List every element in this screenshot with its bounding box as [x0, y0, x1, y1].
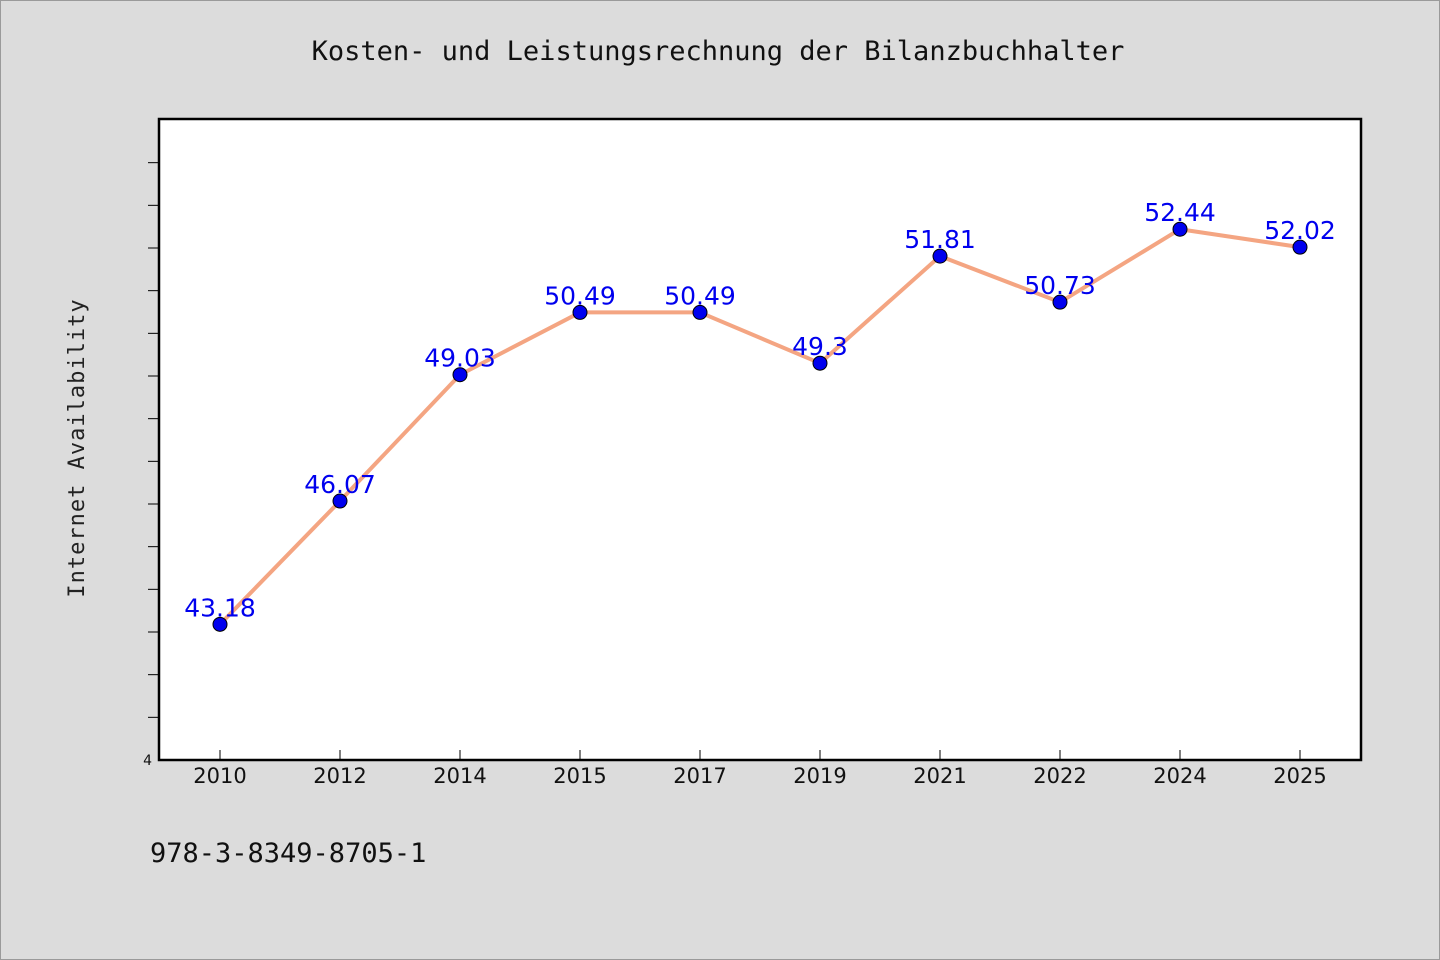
y-tick-label: 4	[143, 753, 152, 769]
x-tick-label: 2024	[1153, 764, 1206, 788]
series-line-layer	[218, 227, 1302, 627]
data-label: 49.03	[424, 344, 496, 373]
x-axis: 2010 2012 2014 2015 2017 2019 2021 2022 2024 2025	[193, 750, 1327, 788]
x-tick-label: 2015	[553, 764, 606, 788]
data-point	[812, 355, 828, 371]
plot-area	[157, 117, 1363, 762]
x-tick-label: 2017	[673, 764, 726, 788]
data-label: 49.3	[792, 332, 848, 361]
data-point	[692, 304, 708, 320]
data-label: 52.02	[1264, 216, 1336, 245]
x-tick-label: 2021	[913, 764, 966, 788]
x-tick-label: 2014	[433, 764, 486, 788]
data-point	[452, 367, 468, 383]
data-label: 50.49	[544, 281, 616, 310]
x-tick-label: 2010	[193, 764, 246, 788]
data-label: 50.73	[1024, 271, 1096, 300]
data-label: 51.81	[904, 225, 976, 254]
x-tick-label: 2025	[1273, 764, 1326, 788]
isbn-footer: 978-3-8349-8705-1	[150, 838, 426, 869]
data-point	[1292, 239, 1308, 255]
data-point	[1172, 221, 1188, 237]
data-point	[572, 304, 588, 320]
data-label: 46.07	[304, 470, 376, 499]
y-axis-label: Internet Availability	[65, 298, 90, 597]
x-tick-label: 2022	[1033, 764, 1086, 788]
chart-title: Kosten- und Leistungsrechnung der Bilanz…	[312, 36, 1125, 67]
data-label: 50.49	[664, 281, 736, 310]
x-tick-label: 2019	[793, 764, 846, 788]
data-point	[332, 493, 348, 509]
series-line	[218, 227, 1302, 627]
data-label: 52.44	[1144, 198, 1216, 227]
data-point	[212, 616, 228, 632]
y-axis: 4	[143, 162, 160, 769]
marker-layer	[212, 221, 1308, 632]
data-label-layer: 43.18 46.07 49.03 50.49 50.49 49.3 51.81 50.73 5…	[184, 198, 1336, 622]
data-point	[1052, 294, 1068, 310]
data-point	[932, 248, 948, 264]
x-tick-label: 2012	[313, 764, 366, 788]
data-label: 43.18	[184, 593, 256, 622]
